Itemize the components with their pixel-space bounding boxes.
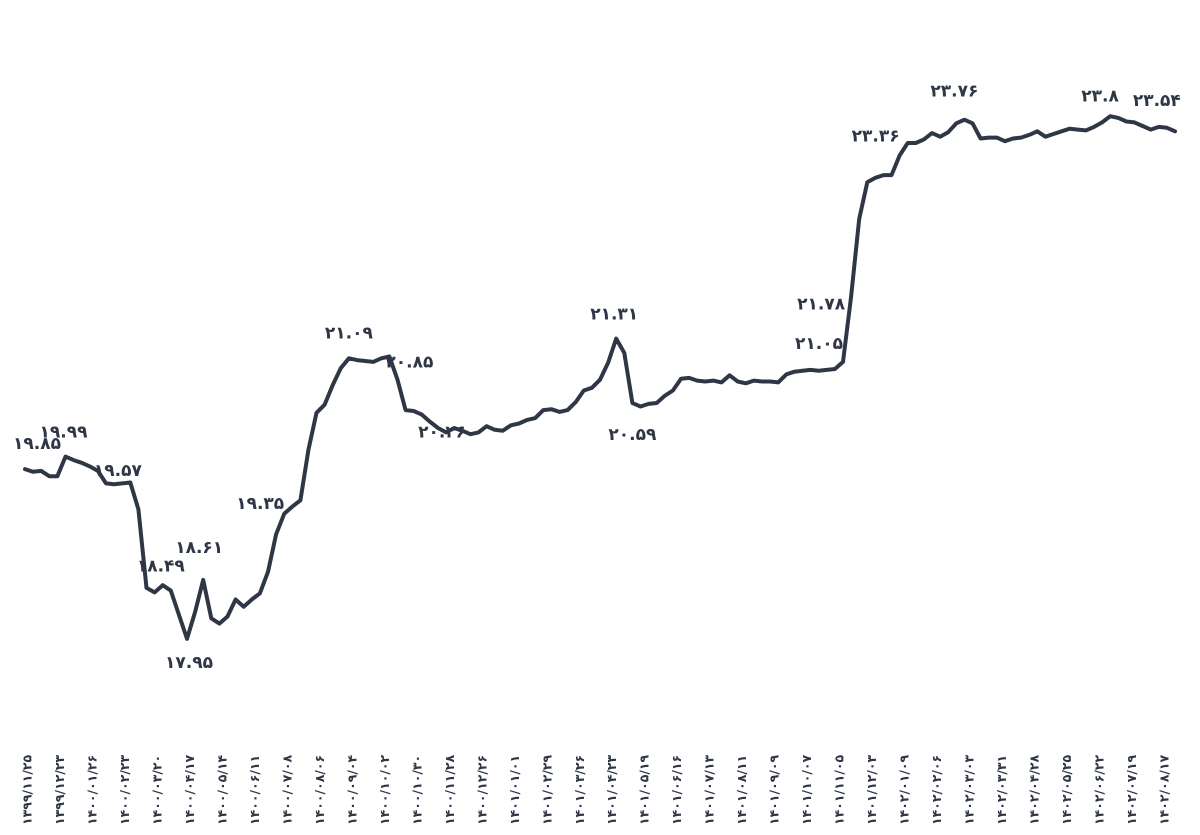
x-tick-label: ۱۴۰۲/۰۲/۰۶: [929, 755, 944, 825]
data-label: ۱۹.۵۷: [94, 461, 143, 481]
data-label: ۱۷.۹۵: [165, 653, 213, 673]
x-tick-label: ۱۴۰۰/۰۵/۱۴: [214, 754, 229, 825]
x-tick-label: ۱۴۰۲/۰۳/۳۱: [994, 755, 1009, 825]
data-label: ۲۱.۷۸: [797, 295, 846, 315]
data-label: ۱۹.۳۵: [236, 494, 284, 514]
x-tick-label: ۱۴۰۱/۱۲/۰۳: [864, 754, 879, 825]
x-tick-label: ۱۴۰۰/۰۶/۱۱: [247, 755, 262, 825]
x-tick-label: ۱۴۰۱/۰۲/۲۹: [539, 754, 554, 825]
x-tick-label: ۱۴۰۰/۱۰/۳۰: [409, 755, 424, 825]
x-tick-label: ۱۴۰۲/۰۵/۲۵: [1059, 754, 1074, 825]
x-tick-label: ۱۴۰۰/۱۰/۰۲: [377, 754, 392, 825]
data-label: ۲۰.۵۹: [608, 425, 657, 445]
x-tick-label: ۱۴۰۰/۰۷/۰۸: [279, 754, 294, 825]
x-axis-tick-labels: ۱۳۹۹/۱۱/۲۵ ۱۳۹۹/۱۲/۲۳ ۱۴۰۰/۰۱/۲۶ ۱۴۰۰/۰۲/۲۳…: [20, 754, 1172, 825]
data-label: ۲۱.۳۱: [590, 305, 638, 325]
data-label: ۲۱.۰۵: [795, 334, 843, 354]
x-tick-label: ۱۳۹۹/۱۱/۲۵: [20, 754, 35, 825]
data-label: ۲۱.۰۹: [325, 323, 374, 343]
data-label: ۲۰.۲۶: [418, 422, 466, 442]
x-tick-label: ۱۴۰۲/۰۱/۰۹: [897, 754, 912, 825]
data-label: ۲۰.۸۵: [385, 353, 433, 373]
data-label: ۱۹.۸۵: [13, 434, 61, 454]
x-tick-label: ۱۴۰۱/۰۵/۱۹: [637, 754, 652, 825]
x-tick-label: ۱۴۰۱/۰۶/۱۶: [669, 755, 684, 825]
x-tick-label: ۱۴۰۱/۰۹/۰۹: [767, 754, 782, 825]
x-tick-label: ۱۴۰۱/۰۳/۲۶: [572, 755, 587, 825]
data-label: ۲۳.۷۶: [930, 82, 978, 102]
series-line: [23, 114, 1177, 641]
x-tick-label: ۱۴۰۲/۰۳/۰۳: [962, 754, 977, 825]
data-label: ۲۳.۸: [1081, 86, 1119, 106]
x-tick-label: ۱۴۰۱/۰۷/۱۳: [702, 754, 717, 825]
x-tick-label: ۱۴۰۱/۰۱/۰۱: [507, 755, 522, 825]
x-tick-label: ۱۴۰۰/۱۲/۲۶: [474, 755, 489, 825]
data-label: ۱۸.۶۱: [175, 538, 223, 558]
x-tick-label: ۱۴۰۲/۰۸/۱۷: [1157, 754, 1172, 825]
data-label: ۲۳.۵۴: [1133, 91, 1181, 111]
x-tick-label: ۱۴۰۱/۱۰/۰۷: [799, 754, 814, 825]
data-label: ۱۹.۹۹: [40, 423, 89, 443]
x-tick-label: ۱۴۰۰/۰۸/۰۶: [312, 755, 327, 825]
x-tick-label: ۱۴۰۰/۰۳/۲۰: [149, 755, 164, 825]
x-tick-label: ۱۴۰۰/۰۱/۲۶: [85, 755, 100, 825]
x-tick-label: ۱۴۰۰/۱۱/۲۸: [442, 754, 457, 825]
data-label: ۲۳.۳۶: [852, 127, 900, 147]
x-tick-label: ۱۴۰۱/۰۴/۲۳: [604, 754, 619, 825]
x-tick-label: ۱۴۰۲/۰۶/۲۲: [1092, 754, 1107, 825]
x-tick-label: ۱۴۰۲/۰۴/۲۸: [1027, 754, 1042, 825]
x-tick-label: ۱۳۹۹/۱۲/۲۳: [52, 754, 67, 825]
x-tick-label: ۱۴۰۲/۰۷/۱۹: [1124, 754, 1139, 825]
x-tick-label: ۱۴۰۱/۱۱/۰۵: [832, 754, 847, 825]
x-tick-label: ۱۴۰۰/۰۹/۰۴: [344, 754, 359, 825]
series-layer: [23, 114, 1177, 641]
x-tick-label: ۱۴۰۰/۰۴/۱۷: [182, 754, 197, 825]
x-tick-label: ۱۴۰۰/۰۲/۲۳: [117, 754, 132, 825]
x-tick-label: ۱۴۰۱/۰۸/۱۱: [734, 755, 749, 825]
data-label: ۱۸.۴۹: [137, 557, 186, 577]
